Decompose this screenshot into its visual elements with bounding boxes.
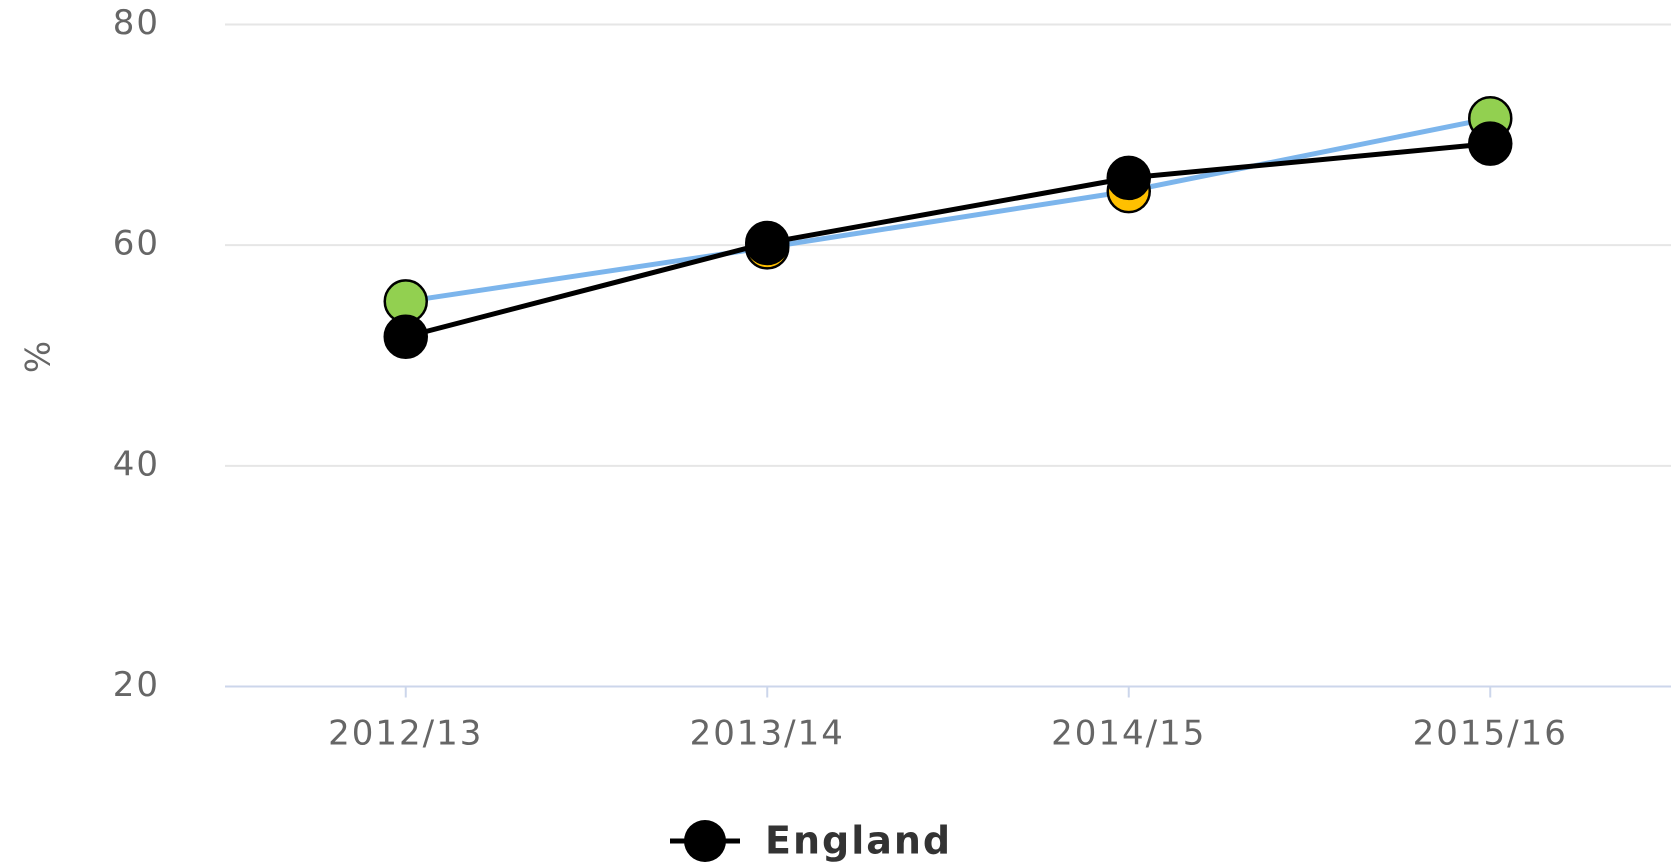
data-point [383, 314, 428, 359]
x-tick-label: 2014/15 [1051, 714, 1206, 754]
y-tick-label: 20 [113, 665, 160, 705]
x-tick-label: 2013/14 [690, 714, 845, 754]
data-point [1106, 155, 1151, 201]
data-point [1468, 121, 1513, 166]
x-tick-label: 2015/16 [1413, 714, 1568, 754]
series-line [405, 141, 1491, 340]
y-tick-label: 40 [113, 444, 160, 484]
data-point [745, 220, 790, 266]
y-tick-label: 60 [113, 224, 160, 264]
series-line [405, 115, 1491, 304]
legend-label: England [765, 819, 952, 863]
legend-marker [684, 820, 726, 862]
y-tick-label: 80 [113, 3, 160, 43]
y-axis-label: % [19, 341, 59, 373]
x-tick-label: 2012/13 [328, 714, 483, 754]
